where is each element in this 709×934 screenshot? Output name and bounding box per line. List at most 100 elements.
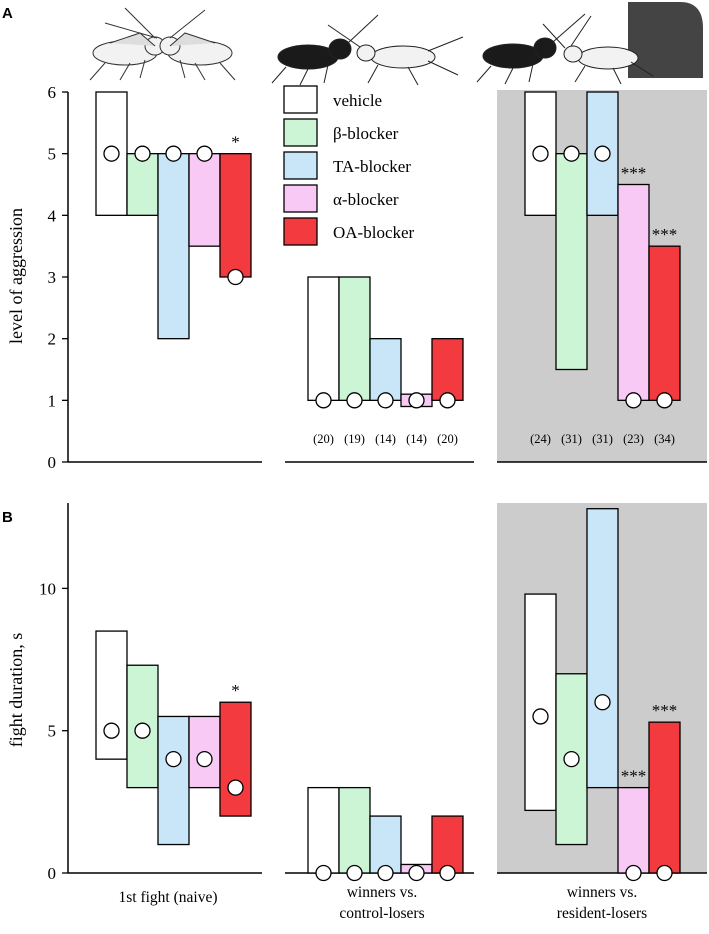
legend-swatch [283, 151, 318, 180]
panel-a-median-2-5 [439, 392, 456, 409]
panel-a-n-label: (20) [313, 432, 334, 446]
group-label-control-line1: winners vs. [347, 884, 418, 901]
panel-b-median-3-2 [563, 751, 580, 768]
panel-a-bar-2-1 [307, 276, 340, 401]
panel-b-median-2-5 [439, 864, 456, 882]
panel-b-bar-3-3 [586, 508, 619, 789]
panel-b-median-1-1 [103, 722, 120, 739]
panel-a-ytick-label: 0 [48, 453, 57, 472]
panel-b-bar-2-1 [307, 786, 340, 874]
panel-b-bar-1-5 [219, 701, 252, 817]
panel-a-letter: A [2, 5, 13, 22]
legend-label: β-blocker [333, 124, 399, 143]
panel-a-ytick-label: 4 [48, 206, 57, 225]
panel-a-bar-1-2 [126, 153, 159, 216]
panel-a-ytick-label: 6 [48, 83, 57, 102]
panel-a-ytick-label: 1 [48, 391, 57, 410]
panel-a-median-2-4 [408, 392, 425, 409]
panel-b-median-3-5 [656, 864, 673, 882]
panel-b-ytick-label: 5 [48, 722, 57, 741]
panel-a-n-label: (14) [375, 432, 396, 446]
panel-b-bar-3-1 [524, 593, 557, 812]
panel-b-significance: *** [652, 701, 678, 720]
panel-a-n-label: (31) [592, 432, 613, 446]
panel-a-plot: 0 1 2 3 4 5 6 * (20) (19) (14) (14) (20) *** *** (24) (3… [48, 83, 681, 472]
panel-a-median-2-3 [377, 392, 394, 409]
panel-b-ytick-label: 10 [39, 579, 56, 598]
panel-a-median-3-5 [656, 392, 673, 409]
shelter-icon [628, 2, 703, 78]
panel-a-n-label: (14) [406, 432, 427, 446]
group-label-control-line2: control-losers [339, 905, 424, 922]
panel-a-bar-1-5 [219, 153, 252, 278]
panel-b-median-2-4 [408, 864, 425, 882]
group-label-resident-line2: resident-losers [557, 905, 647, 922]
panel-a-bar-2-3 [369, 338, 402, 401]
cricket-shelter-pair-icon [476, 2, 703, 85]
legend-swatch [283, 184, 318, 213]
panel-b-median-3-1 [532, 708, 549, 725]
panel-a-median-1-4 [196, 145, 213, 162]
panel-a-n-label: (20) [437, 432, 458, 446]
panel-b-ylabel: fight duration, s [6, 633, 26, 748]
panel-a-n-label: (31) [561, 432, 582, 446]
panel-b-median-2-3 [377, 864, 394, 882]
panel-b-median-2-1 [315, 864, 332, 882]
legend: vehicle β-blocker TA-blocker α-blocker OA-bl… [283, 85, 415, 246]
cricket-pair-icon [89, 7, 236, 81]
panel-b-median-3-3 [594, 694, 611, 711]
panel-b-bar-1-1 [95, 630, 128, 760]
panel-a-significance: *** [621, 164, 647, 183]
panel-b-bar-2-5 [431, 815, 464, 874]
panel-a-median-3-1 [532, 145, 549, 162]
legend-swatch [283, 85, 318, 114]
panel-a-median-3-4 [625, 392, 642, 409]
panel-a-median-1-2 [134, 145, 151, 162]
panel-a-median-1-1 [103, 145, 120, 162]
legend-label: TA-blocker [333, 157, 411, 176]
cricket-dominant-pair-icon [271, 14, 464, 86]
panel-b-bar-2-3 [369, 815, 402, 874]
legend-label: vehicle [333, 91, 382, 110]
panel-a-n-label: (19) [344, 432, 365, 446]
panel-a-ytick-label: 5 [48, 145, 57, 164]
panel-b-median-3-4 [625, 864, 642, 882]
panel-a-median-1-3 [165, 145, 182, 162]
panel-a-n-label: (34) [654, 432, 675, 446]
panel-a-ytick-label: 3 [48, 268, 57, 287]
panel-a-bar-3-3 [586, 91, 619, 216]
legend-label: OA-blocker [333, 223, 415, 242]
panel-a-median-2-1 [315, 392, 332, 409]
panel-a-bar-2-5 [431, 338, 464, 401]
panel-b-median-1-4 [196, 751, 213, 768]
panel-a-median-3-2 [563, 145, 580, 162]
panel-b-bar-3-4 [617, 786, 650, 874]
panel-a-median-3-3 [594, 145, 611, 162]
panel-b-bar-3-5 [648, 721, 681, 874]
panel-b-median-1-2 [134, 722, 151, 739]
panel-b-ytick-label: 0 [48, 864, 57, 883]
panel-b-significance: * [231, 681, 240, 700]
panel-b-bar-2-2 [338, 786, 371, 874]
panel-b-median-1-3 [165, 751, 182, 768]
panel-a-bar-1-4 [188, 153, 221, 247]
panel-a-median-2-2 [346, 392, 363, 409]
panel-b-significance: *** [621, 767, 647, 786]
group-label-resident-line1: winners vs. [567, 884, 638, 901]
panel-b-letter: B [2, 509, 13, 526]
panel-a-n-label: (23) [623, 432, 644, 446]
panel-b-bar-1-3 [157, 715, 190, 846]
panel-a-bar-3-5 [648, 245, 681, 401]
legend-swatch [283, 217, 318, 246]
panel-b-median-2-2 [346, 864, 363, 882]
panel-a-ytick-label: 2 [48, 330, 57, 349]
group-label-naive: 1st fight (naive) [118, 889, 217, 906]
panel-b-median-1-5 [227, 779, 244, 796]
panel-a-bar-3-2 [555, 153, 588, 371]
panel-a-n-label: (24) [530, 432, 551, 446]
panel-a-significance: * [231, 133, 240, 152]
panel-a-bar-3-4 [617, 183, 650, 401]
legend-swatch [283, 118, 318, 147]
